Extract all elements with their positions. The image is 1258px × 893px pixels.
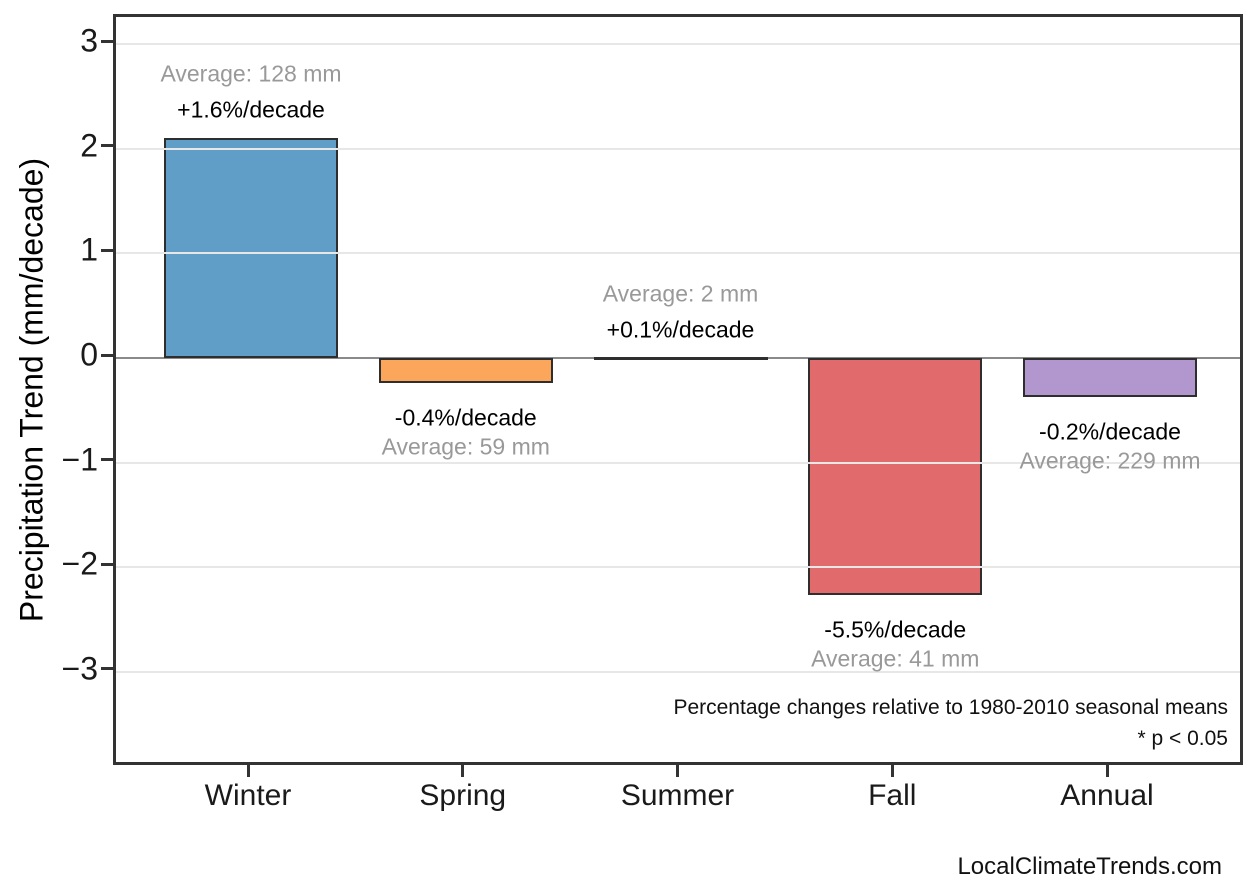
annotation-avg-summer: Average: 2 mm [602,280,759,307]
annotation-avg-fall: Average: 41 mm [811,645,980,672]
y-tick-label-3: 3 [80,22,98,59]
footnote-line2: * p < 0.05 [1137,727,1229,750]
y-tick-mark-−3 [101,667,113,671]
y-tick-mark-2 [101,144,113,148]
annotation-pct-fall: -5.5%/decade [824,616,967,643]
bar-summer [593,357,768,360]
y-tick-label-−3: −3 [61,650,98,687]
bar-fall [808,358,983,596]
y-tick-label-0: 0 [80,336,98,373]
y-tick-label-2: 2 [80,127,98,164]
x-tick-label-spring: Spring [419,779,507,812]
x-tick-label-annual: Annual [1060,779,1154,812]
y-tick-label-−2: −2 [61,545,98,582]
gridline-−3 [116,670,1240,673]
y-tick-mark-−2 [101,562,113,566]
x-tick-label-winter: Winter [204,779,292,812]
footnote: Percentage changes relative to 1980-2010… [673,692,1228,754]
y-tick-label-−1: −1 [61,441,98,478]
gridline-−2 [116,566,1240,569]
y-tick-label-1: 1 [80,231,98,268]
annotation-avg-spring: Average: 59 mm [381,433,550,460]
annotation-pct-spring: -0.4%/decade [394,404,537,431]
plot-inner: Percentage changes relative to 1980-2010… [116,17,1240,762]
annotation-pct-annual: -0.2%/decade [1039,418,1181,445]
annotation-avg-annual: Average: 229 mm [1019,447,1201,474]
x-tick-label-summer: Summer [620,779,735,812]
y-tick-mark-3 [101,39,113,43]
x-tick-mark-winter [246,765,250,777]
watermark: LocalClimateTrends.com [957,853,1222,880]
y-tick-mark-1 [101,248,113,252]
x-tick-mark-fall [890,765,894,777]
bar-annual [1023,358,1197,397]
y-tick-mark-0 [101,353,113,357]
bar-spring [378,358,553,384]
footnote-line1: Percentage changes relative to 1980-2010… [673,696,1228,719]
annotation-avg-winter: Average: 128 mm [160,60,342,87]
x-tick-mark-annual [1105,765,1109,777]
bar-winter [164,138,338,358]
gridline-3 [116,43,1240,46]
x-tick-mark-spring [461,765,465,777]
x-tick-label-fall: Fall [868,779,917,812]
y-tick-mark-−1 [101,458,113,462]
annotation-pct-summer: +0.1%/decade [606,316,755,343]
annotation-pct-winter: +1.6%/decade [177,96,325,123]
x-tick-mark-summer [676,765,679,777]
plot-area: Percentage changes relative to 1980-2010… [113,14,1243,765]
